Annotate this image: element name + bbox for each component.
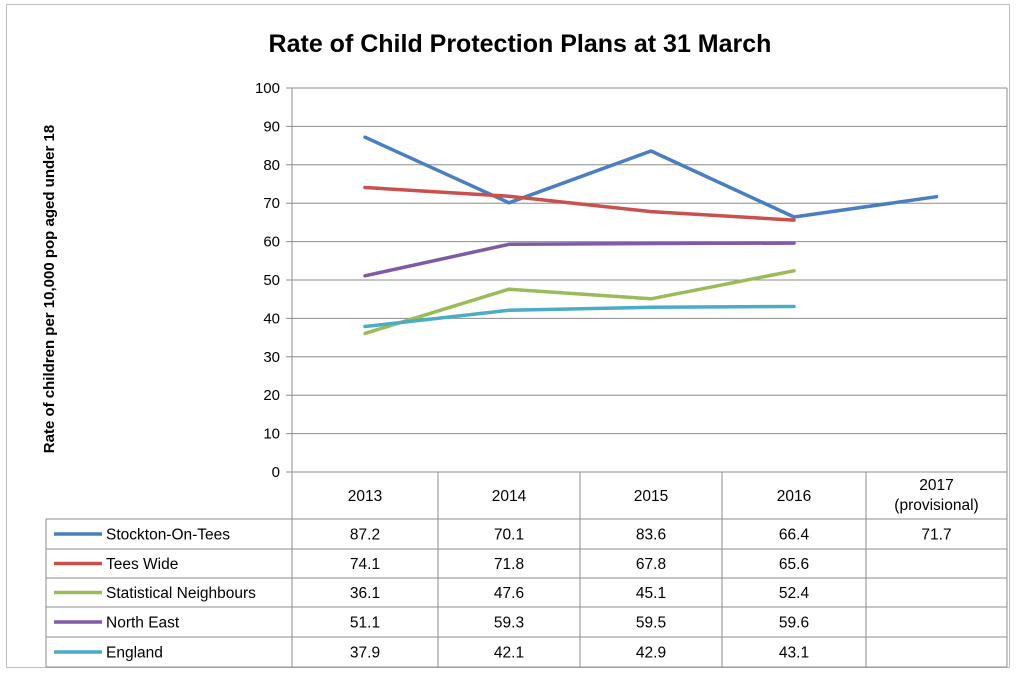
category-label: 2014: [492, 488, 527, 505]
series-line: [363, 135, 939, 219]
legend-label: England: [106, 645, 163, 662]
y-tick-label: 90: [263, 118, 280, 135]
category-label: 2013: [348, 488, 382, 505]
legend-label: Statistical Neighbours: [106, 585, 256, 602]
gridlines: [286, 87, 1008, 473]
category-label: 2017: [919, 477, 953, 494]
data-label: 59.6: [779, 615, 809, 632]
data-label: 42.1: [494, 645, 524, 662]
series-line: [363, 241, 796, 278]
series-line: [363, 304, 796, 329]
series-lines: [363, 135, 939, 336]
y-tick-label: 40: [263, 310, 280, 327]
data-label: 66.4: [779, 527, 810, 544]
data-label: 70.1: [494, 527, 524, 544]
legend-label: North East: [106, 615, 180, 632]
data-label: 71.8: [494, 556, 524, 573]
data-label: 83.6: [636, 527, 666, 544]
y-tick-label: 50: [263, 272, 280, 289]
chart-title: Rate of Child Protection Plans at 31 Mar…: [269, 30, 772, 58]
y-tick-label: 0: [272, 464, 280, 481]
category-label-sub: (provisional): [894, 497, 978, 514]
data-label: 74.1: [350, 556, 380, 573]
series-line: [363, 185, 796, 222]
data-label: 87.2: [350, 527, 380, 544]
data-label: 71.7: [921, 527, 951, 544]
data-label: 65.6: [779, 556, 809, 573]
y-tick-label: 20: [263, 387, 280, 404]
category-label: 2015: [634, 488, 668, 505]
y-tick-labels: 0 10 20 30 40 50 60 70 80 90 100: [255, 80, 280, 481]
y-tick-label: 80: [263, 157, 280, 174]
category-label: 2016: [777, 488, 811, 505]
series-line: [363, 269, 796, 336]
data-label: 52.4: [779, 585, 810, 602]
data-label: 59.5: [636, 615, 666, 632]
y-tick-label: 60: [263, 234, 280, 251]
y-axis-label: Rate of children per 10,000 pop aged und…: [41, 125, 58, 453]
data-label: 59.3: [494, 615, 524, 632]
data-label: 43.1: [779, 645, 809, 662]
y-tick-label: 100: [255, 80, 280, 97]
data-table: 2013 2014 2015 2016 2017 (provisional) Stockto…: [45, 471, 1008, 668]
data-label: 47.6: [494, 585, 524, 602]
data-label: 45.1: [636, 585, 666, 602]
data-label: 42.9: [636, 645, 666, 662]
legend-label: Tees Wide: [106, 556, 178, 573]
y-tick-label: 10: [263, 426, 280, 443]
data-label: 36.1: [350, 585, 380, 602]
y-tick-label: 70: [263, 195, 280, 212]
data-label: 51.1: [350, 615, 380, 632]
data-label: 67.8: [636, 556, 666, 573]
y-tick-label: 30: [263, 349, 280, 366]
legend-label: Stockton-On-Tees: [106, 527, 230, 544]
data-label: 37.9: [350, 645, 380, 662]
